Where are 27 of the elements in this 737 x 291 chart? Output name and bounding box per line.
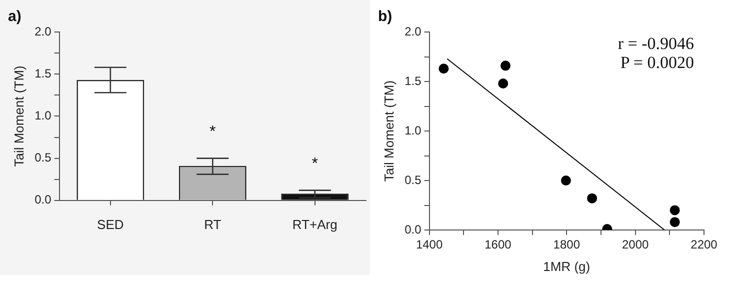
y-tick-label: 0.5 (404, 172, 422, 187)
annotation: P = 0.0020 (620, 52, 694, 72)
y-tick-label: 1.5 (404, 74, 422, 88)
y-tick-label: 1.5 (34, 66, 52, 80)
y-tick-label: 0.0 (404, 222, 422, 236)
x-tick-label: 1400 (416, 238, 443, 252)
y-tick-label: 1.0 (34, 108, 52, 123)
y-tick-label: 2.0 (34, 24, 52, 38)
y-axis-title: Tail Moment (TM) (381, 80, 396, 182)
x-tick-label: SED (97, 216, 124, 232)
annotation: r = -0.9046 (618, 34, 694, 53)
x-tick-label: 2200 (690, 238, 718, 252)
chart-title: b) (378, 8, 392, 26)
y-axis-title: Tail Moment (TM) (11, 66, 26, 167)
y-tick-label: 0.0 (34, 192, 52, 207)
x-axis-title: 1MR (g) (543, 258, 590, 274)
x-tick-label: RT (204, 216, 222, 232)
x-tick-label: 1600 (484, 238, 512, 252)
y-tick-label: 2.0 (404, 24, 422, 38)
annotation: * (210, 124, 216, 141)
chart-title: a) (8, 8, 22, 26)
x-tick-label: 1800 (553, 238, 580, 252)
x-tick-label: RT+Arg (292, 216, 338, 232)
x-tick-label: 2000 (622, 238, 649, 252)
y-tick-label: 0.5 (34, 150, 52, 165)
y-tick-label: 1.0 (404, 123, 422, 138)
annotation: * (312, 156, 318, 173)
